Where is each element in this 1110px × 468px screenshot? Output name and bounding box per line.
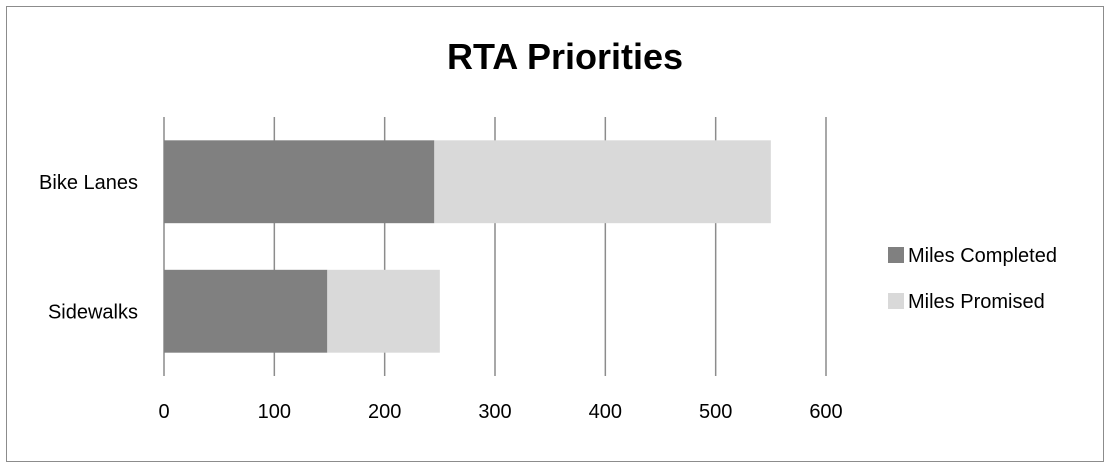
bar-bike-lanes-miles-completed: [164, 140, 435, 224]
bars: [164, 140, 771, 353]
legend-label: Miles Completed: [908, 245, 1057, 267]
legend: Miles Completed Miles Promised: [888, 245, 1057, 313]
legend-swatch: [888, 247, 904, 263]
category-label: Sidewalks: [48, 301, 138, 323]
x-tick-label: 200: [368, 401, 401, 423]
x-tick-label: 0: [158, 401, 169, 423]
x-tick-label: 300: [478, 401, 511, 423]
x-tick-label: 500: [699, 401, 732, 423]
x-tick-label: 400: [589, 401, 622, 423]
bar-bike-lanes-miles-promised: [434, 140, 771, 224]
x-tick-label: 600: [809, 401, 842, 423]
bar-sidewalks-miles-promised: [327, 269, 440, 353]
legend-label: Miles Promised: [908, 291, 1045, 313]
chart-frame: [6, 6, 1104, 462]
legend-swatch: [888, 293, 904, 309]
bar-sidewalks-miles-completed: [164, 269, 328, 353]
x-tick-label: 100: [258, 401, 291, 423]
category-labels: Bike Lanes Sidewalks: [39, 172, 138, 324]
x-axis-ticks: 0 100 200 300 400 500 600: [158, 401, 842, 423]
chart-title: RTA Priorities: [447, 36, 683, 77]
category-label: Bike Lanes: [39, 172, 138, 194]
